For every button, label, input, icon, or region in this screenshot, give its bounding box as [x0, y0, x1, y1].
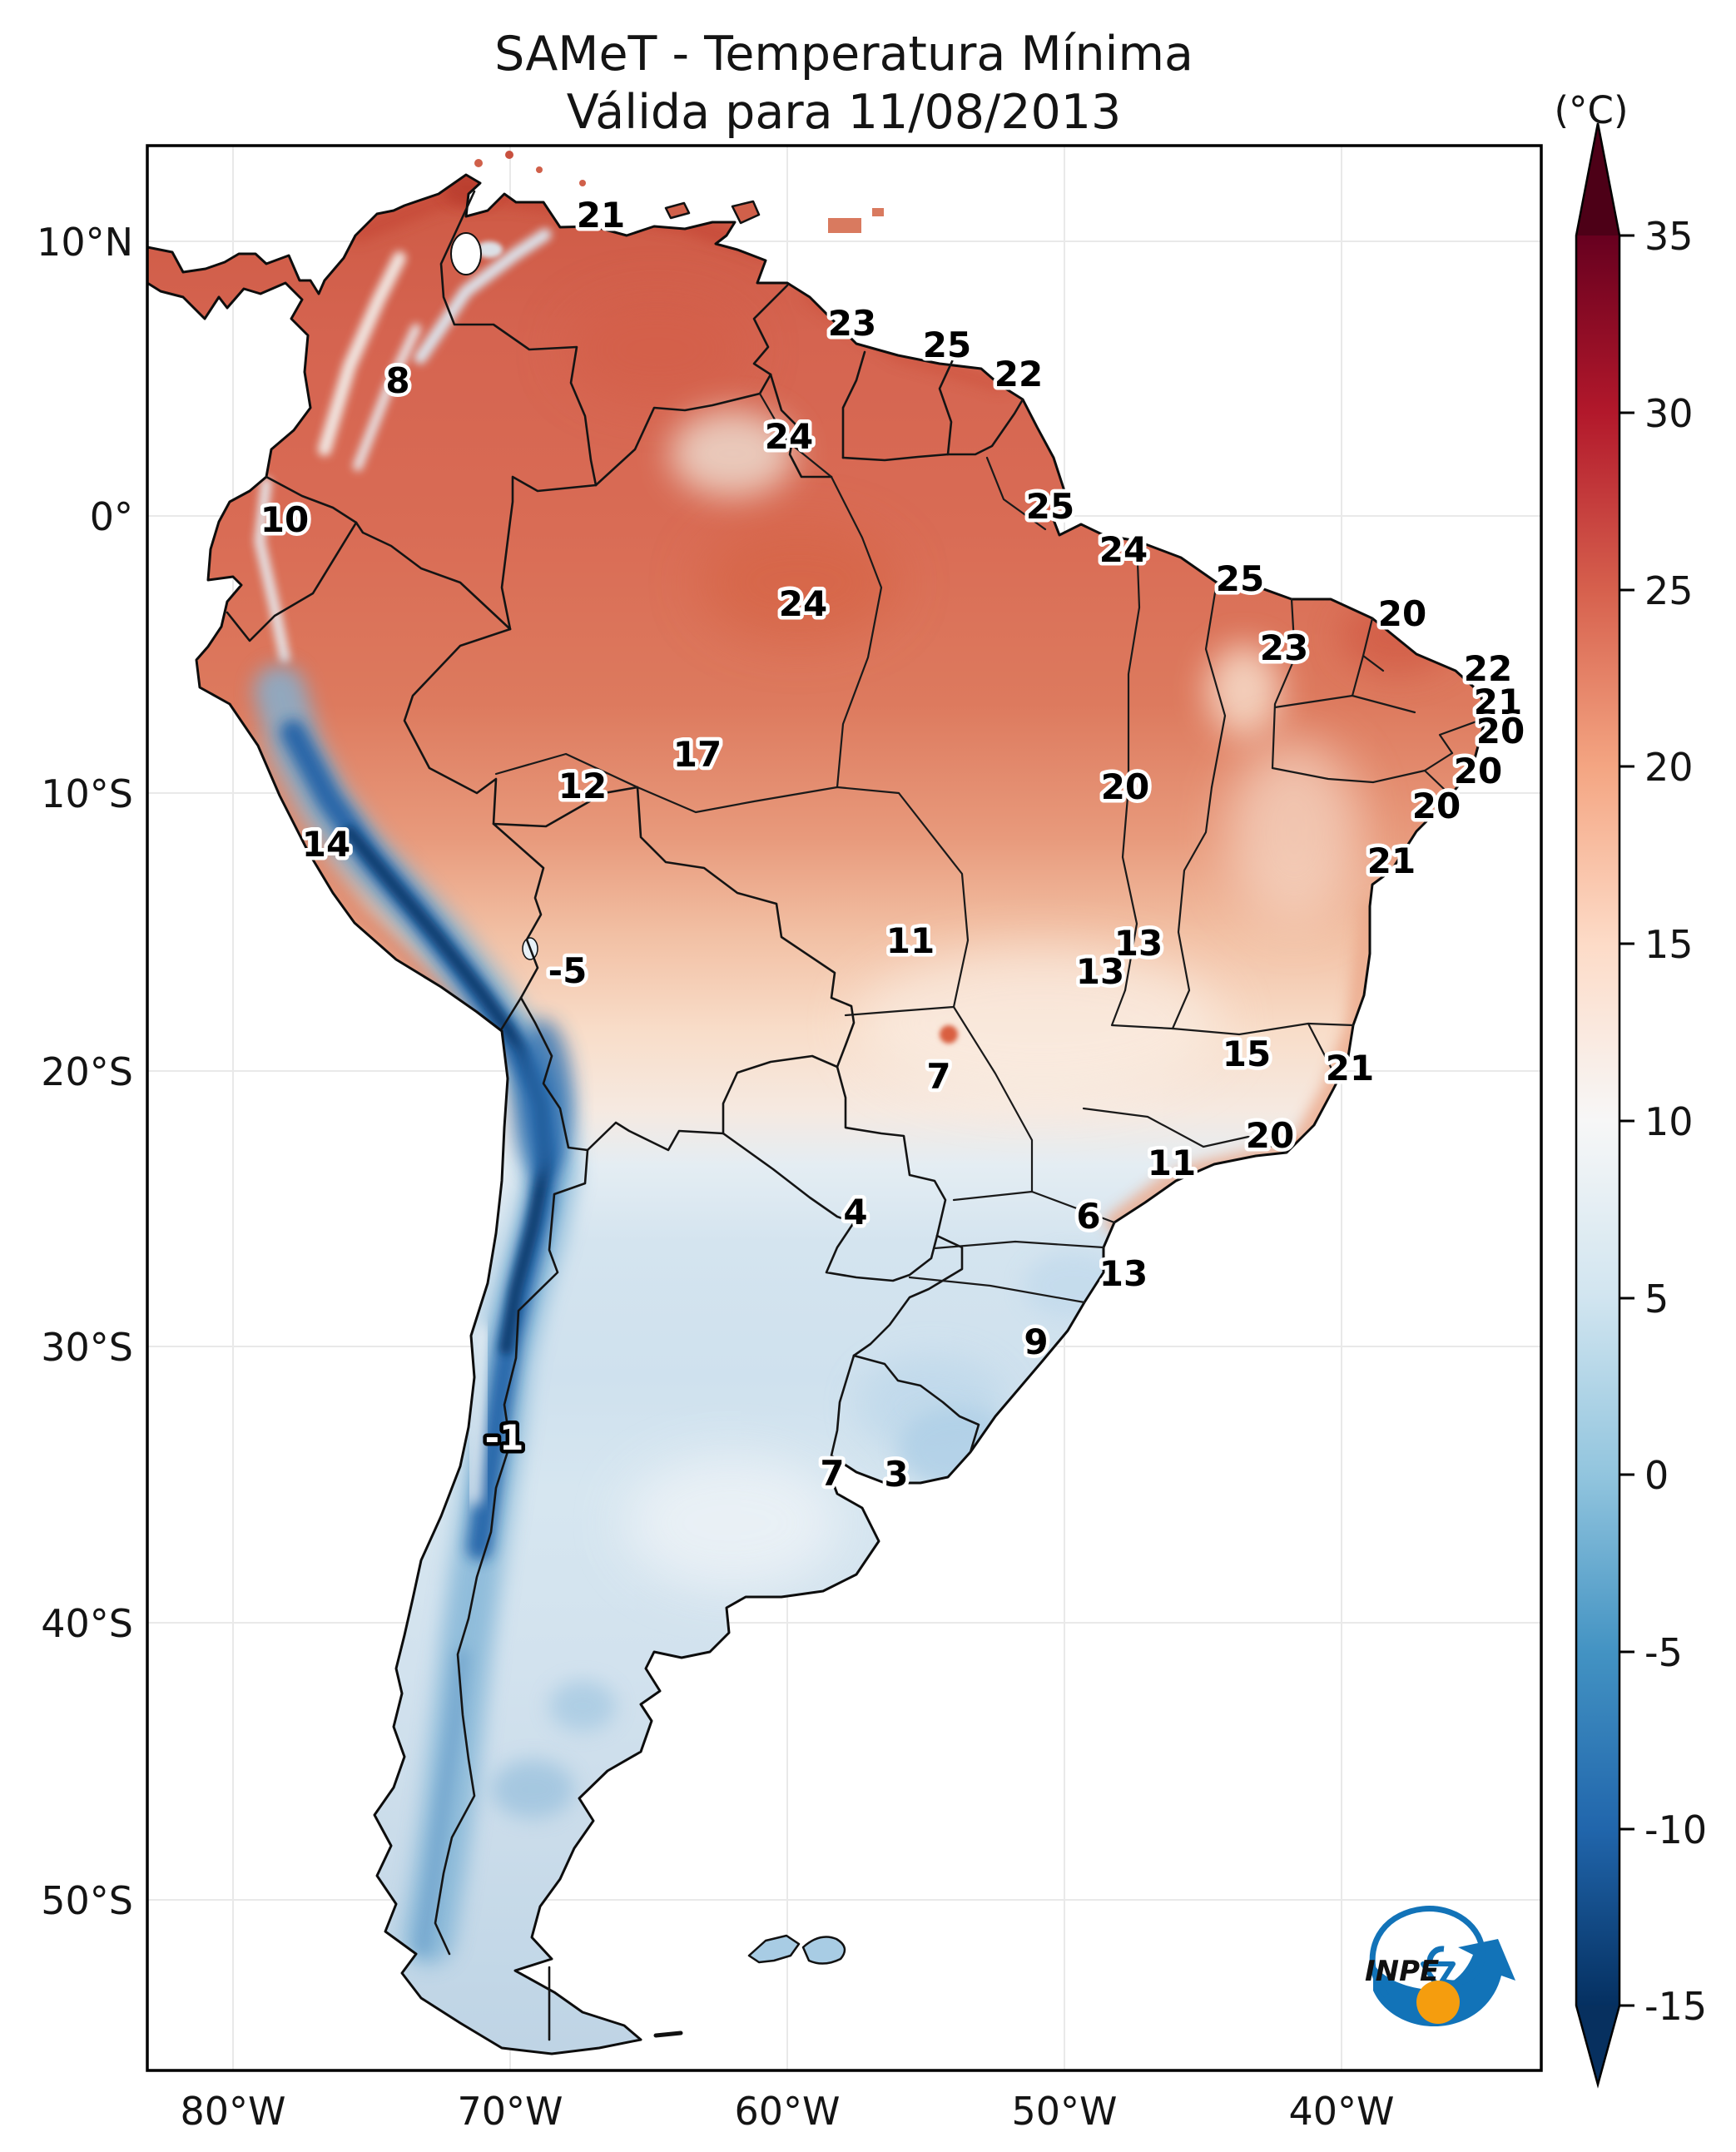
lon-tick-label: 40°W: [1288, 2089, 1394, 2134]
colorbar-under-arrow: [1576, 2006, 1619, 2085]
islands: [450, 151, 884, 2038]
colorbar-over-arrow: [1576, 123, 1619, 236]
lat-tick-label: 40°S: [41, 1601, 133, 1646]
inpe-down-arrow-icon: [1421, 1961, 1456, 1990]
temp-label: 4: [843, 1192, 867, 1232]
inpe-orange-dot-icon: [1416, 1981, 1460, 2024]
temp-label: 10: [260, 499, 309, 540]
lake-maracaibo: [450, 232, 482, 275]
temp-label: 24: [765, 416, 813, 457]
lat-tick-label: 10°S: [41, 771, 133, 816]
lat-tick-label: 30°S: [41, 1325, 133, 1370]
temp-label: 8: [385, 360, 409, 401]
colorbar-tick-label: -5: [1644, 1630, 1683, 1675]
colorbar-tick-label: 10: [1644, 1099, 1694, 1144]
temp-label: 12: [558, 766, 607, 806]
temp-label: 21: [1474, 682, 1522, 722]
lat-tick-label: 20°S: [41, 1049, 133, 1094]
temp-label: 7: [926, 1056, 950, 1097]
temp-label: 22: [994, 354, 1043, 394]
temp-label: 24: [779, 583, 827, 624]
temp-label: 14: [302, 824, 350, 865]
lon-tick-label: 70°W: [457, 2089, 563, 2134]
falkland-islands: [747, 1934, 801, 1964]
temp-label: 20: [1454, 751, 1502, 791]
temp-label: 13: [1076, 951, 1124, 992]
colorbar-tick-label: 30: [1644, 391, 1694, 436]
title-line1: SAMeT - Temperatura Mínima: [494, 27, 1193, 82]
country-borders: [226, 190, 1024, 2041]
colorbar-unit-label: (°C): [1554, 88, 1628, 132]
colorbar-gradient: [1576, 236, 1619, 2006]
colorbar-tick-label: 35: [1644, 214, 1694, 259]
temp-label: 15: [1223, 1034, 1271, 1074]
inpe-logo-text: INPE: [1365, 1955, 1439, 1988]
temp-label: -1: [485, 1417, 524, 1458]
temp-label: 25: [1216, 558, 1264, 599]
title-line2: Válida para 11/08/2013: [567, 85, 1122, 140]
temp-label: 17: [673, 734, 722, 775]
latitude-labels: 10°N 0° 10°S 20°S 30°S 40°S 50°S: [37, 220, 133, 1923]
colorbar-tick-label: -15: [1644, 1984, 1707, 2029]
temp-label: 20: [1412, 786, 1461, 826]
temp-label: 20: [1101, 766, 1149, 807]
temp-label: 25: [923, 325, 971, 365]
lat-tick-label: 0°: [90, 494, 133, 539]
temp-label: 22: [1464, 648, 1512, 689]
temp-label: 11: [1148, 1143, 1196, 1183]
lon-tick-label: 50°W: [1011, 2089, 1117, 2134]
colorbar-tick-label: 5: [1644, 1277, 1669, 1321]
temp-label: 21: [577, 195, 625, 236]
lat-tick-label: 50°S: [41, 1878, 133, 1923]
lon-tick-label: 80°W: [180, 2089, 285, 2134]
colorbar-tick-label: -10: [1644, 1807, 1707, 1852]
temp-label: 6: [1076, 1196, 1100, 1237]
temp-label: 20: [1378, 593, 1426, 634]
coastline: [146, 173, 1487, 2055]
colorbar: 35 30 25 20 15 10 5 0 -5 -10 -15: [1575, 122, 1707, 2089]
temp-label: 23: [1260, 627, 1308, 668]
temperature-field: [147, 175, 1486, 2054]
state-borders: [494, 392, 1487, 1304]
temp-label: 7: [820, 1453, 844, 1494]
temp-label: 23: [828, 303, 876, 344]
inpe-logo: INPE: [1365, 1906, 1515, 2027]
temp-label: 13: [1114, 923, 1163, 964]
temp-label: 21: [1367, 840, 1416, 881]
temp-label: 21: [1326, 1048, 1374, 1088]
temp-label: 11: [886, 920, 935, 961]
colorbar-tick-label: 0: [1644, 1453, 1669, 1498]
temp-label: 13: [1099, 1253, 1148, 1294]
temp-label: -5: [548, 950, 588, 991]
lon-tick-label: 60°W: [734, 2089, 840, 2134]
temp-label: 9: [1024, 1321, 1048, 1362]
temp-label: 20: [1476, 711, 1525, 751]
colorbar-tick-label: 20: [1644, 745, 1694, 790]
plot-frame: [146, 144, 1543, 2072]
temp-label: 25: [1026, 486, 1074, 527]
temp-label: 3: [884, 1454, 908, 1495]
colorbar-tick-label: 25: [1644, 568, 1694, 613]
colorbar-ticks: 35 30 25 20 15 10 5 0 -5 -10 -15: [1619, 214, 1707, 2029]
temp-label: 24: [1099, 529, 1148, 570]
temp-label: 20: [1246, 1115, 1294, 1156]
colorbar-tick-label: 15: [1644, 922, 1694, 967]
lat-tick-label: 10°N: [37, 220, 133, 265]
longitude-labels: 80°W 70°W 60°W 50°W 40°W: [180, 2089, 1394, 2134]
